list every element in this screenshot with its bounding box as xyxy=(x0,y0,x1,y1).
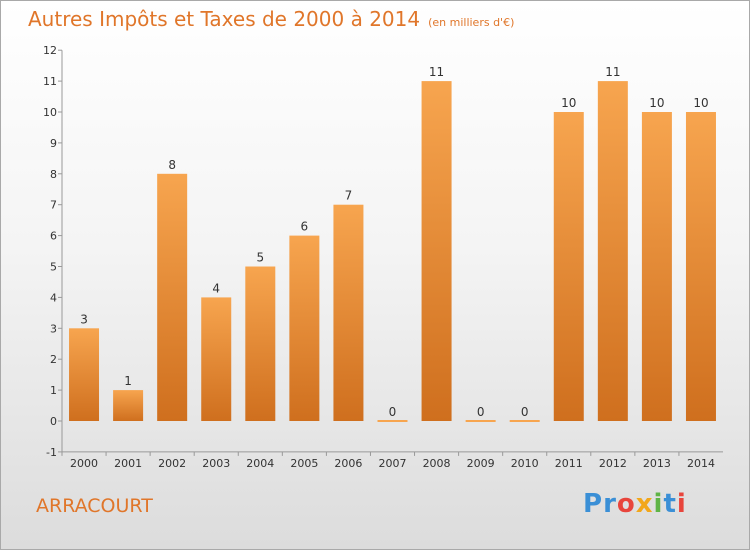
x-tick-label: 2005 xyxy=(290,457,318,470)
y-tick-label: 4 xyxy=(50,291,57,304)
logo-letter: r xyxy=(603,489,617,519)
bar xyxy=(333,204,364,421)
y-tick-label: 2 xyxy=(50,353,57,366)
logo-letter: t xyxy=(663,489,677,519)
data-label: 11 xyxy=(429,65,444,79)
y-tick-label: 1 xyxy=(50,384,57,397)
chart-title: Autres Impôts et Taxes de 2000 à 2014 (en… xyxy=(28,7,514,31)
bar xyxy=(289,235,320,421)
data-label: 7 xyxy=(345,189,353,203)
bar xyxy=(421,81,452,421)
data-label: 5 xyxy=(256,251,264,265)
x-tick-label: 2014 xyxy=(687,457,715,470)
data-label: 4 xyxy=(212,281,220,295)
logo-letter: o xyxy=(616,489,636,519)
data-label: 0 xyxy=(521,405,529,419)
proxiti-logo: Proxiti xyxy=(583,489,687,519)
bar xyxy=(641,112,672,421)
chart-unit: (en milliers d'€) xyxy=(428,16,515,29)
commune-name: ARRACOURT xyxy=(36,495,153,517)
bar xyxy=(597,81,628,421)
data-label: 10 xyxy=(649,96,664,110)
bar xyxy=(113,390,144,421)
data-label: 11 xyxy=(605,65,620,79)
x-tick-label: 2007 xyxy=(379,457,407,470)
logo-letter: x xyxy=(635,489,654,519)
x-tick-label: 2000 xyxy=(70,457,98,470)
bar xyxy=(465,420,496,422)
bar xyxy=(553,112,584,421)
data-label: 8 xyxy=(168,158,176,172)
data-label: 1 xyxy=(124,374,132,388)
logo-letter: i xyxy=(676,489,687,519)
bar xyxy=(69,328,100,421)
x-tick-label: 2003 xyxy=(202,457,230,470)
bar xyxy=(201,297,232,421)
chart-title-text: Autres Impôts et Taxes de 2000 à 2014 xyxy=(28,7,421,31)
data-label: 0 xyxy=(477,405,485,419)
y-tick-label: 5 xyxy=(50,261,57,274)
logo-letter: P xyxy=(583,489,604,519)
x-tick-label: 2011 xyxy=(555,457,583,470)
x-tick-label: 2001 xyxy=(114,457,142,470)
y-tick-label: 9 xyxy=(50,137,57,150)
y-tick-label: 12 xyxy=(43,44,57,57)
y-tick-label: 0 xyxy=(50,415,57,428)
bar xyxy=(685,112,716,421)
x-tick-label: 2008 xyxy=(423,457,451,470)
bar xyxy=(377,420,408,422)
data-label: 6 xyxy=(301,220,309,234)
y-tick-label: 7 xyxy=(50,199,57,212)
x-tick-label: 2013 xyxy=(643,457,671,470)
data-label: 10 xyxy=(561,96,576,110)
x-tick-label: 2002 xyxy=(158,457,186,470)
y-tick-label: 3 xyxy=(50,322,57,335)
x-tick-label: 2012 xyxy=(599,457,627,470)
y-tick-label: 6 xyxy=(50,230,57,243)
data-label: 0 xyxy=(389,405,397,419)
data-label: 3 xyxy=(80,312,88,326)
x-tick-label: 2004 xyxy=(246,457,274,470)
y-tick-label: 10 xyxy=(43,106,57,119)
x-tick-label: 2006 xyxy=(334,457,362,470)
data-label: 10 xyxy=(693,96,708,110)
bar xyxy=(157,173,188,421)
y-tick-label: -1 xyxy=(46,446,57,459)
logo-letter: i xyxy=(653,489,664,519)
x-tick-label: 2009 xyxy=(467,457,495,470)
x-tick-label: 2010 xyxy=(511,457,539,470)
bar xyxy=(245,266,276,421)
y-tick-label: 8 xyxy=(50,168,57,181)
y-tick-label: 11 xyxy=(43,75,57,88)
bar xyxy=(509,420,540,422)
